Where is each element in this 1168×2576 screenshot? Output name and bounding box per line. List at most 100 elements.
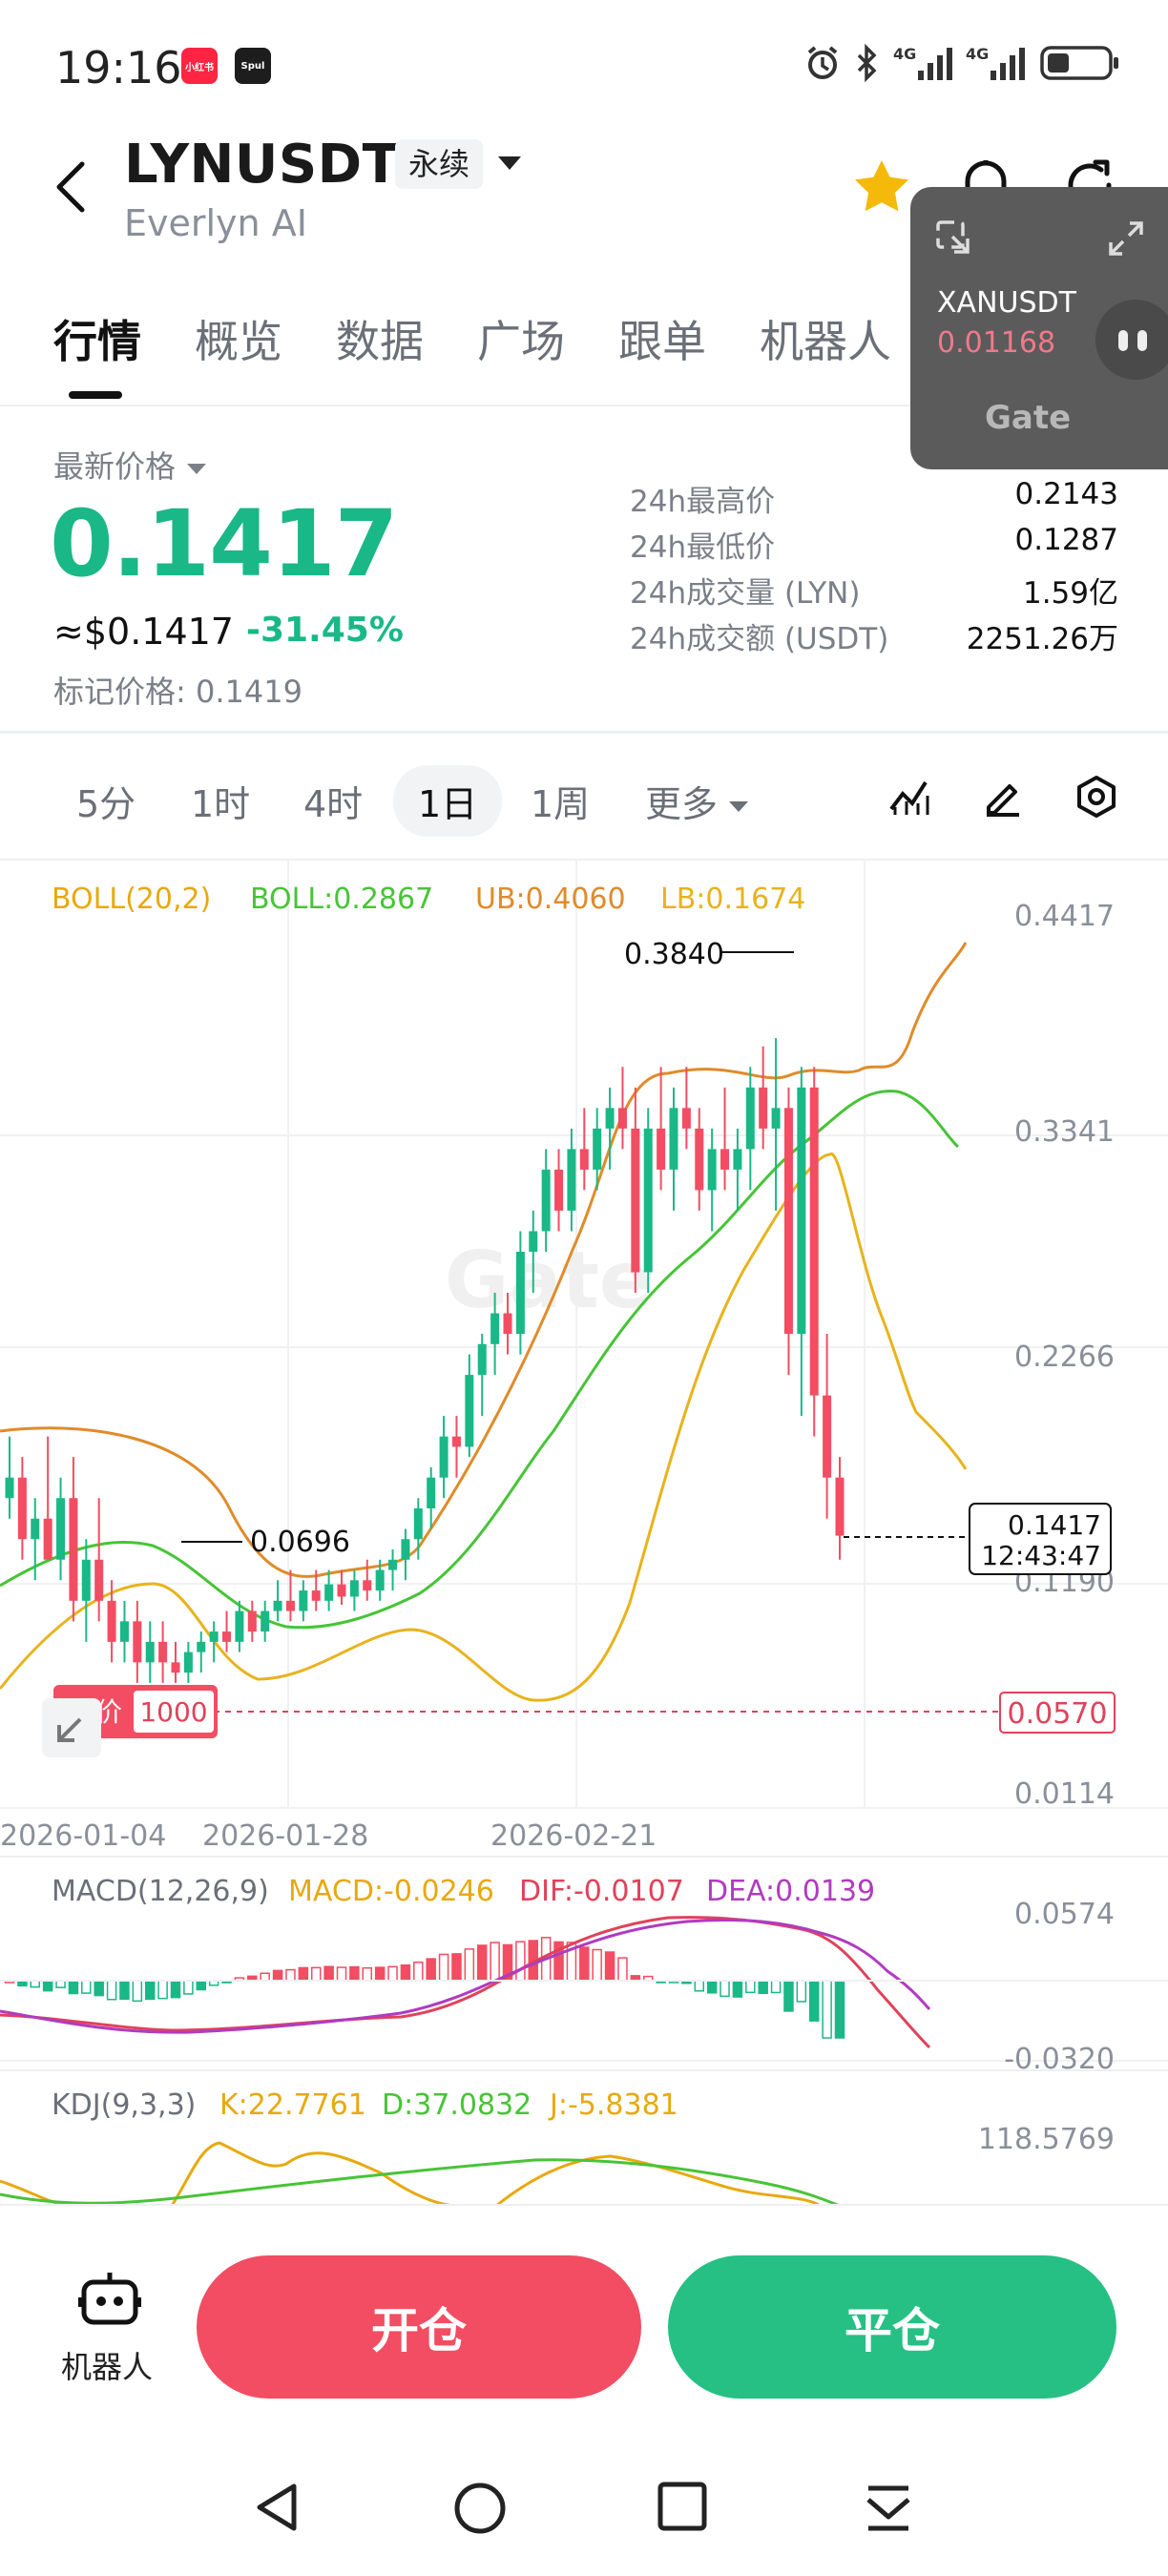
expand-icon[interactable]: [1107, 219, 1145, 258]
candle-body: [183, 1652, 193, 1673]
stats-panel: 24h最高价 0.2143 24h最低价 0.1287 24h成交量 (LYN) 1.…: [630, 477, 1118, 660]
status-icons: 4G 4G: [803, 44, 1120, 82]
svg-text:BOLL(20,2): BOLL(20,2): [52, 883, 211, 916]
nav-home-icon[interactable]: [452, 2481, 508, 2536]
y-axis-label: 0.0114: [1014, 1777, 1115, 1811]
stat-row: 24h成交额 (USDT) 2251.26万: [630, 622, 1118, 656]
candle-body: [31, 1518, 40, 1540]
candle-body: [107, 1600, 116, 1642]
robot-icon[interactable]: [78, 2269, 141, 2326]
interval-1h[interactable]: 1时: [191, 783, 251, 825]
macd-bar: [362, 1966, 373, 1982]
kline-chart-svg[interactable]: Gate BOLL(20,2) BOLL:0.2867 UB:0.4060 LB…: [0, 859, 1168, 2208]
nav-back-icon[interactable]: [252, 2481, 300, 2534]
candle-body: [631, 1128, 640, 1273]
tab-square[interactable]: 广场: [477, 316, 565, 367]
interval-4h[interactable]: 4时: [303, 783, 364, 825]
macd-histogram: [4, 1937, 845, 2039]
bot-nav-label[interactable]: 机器人: [61, 2349, 154, 2385]
open-position-button[interactable]: 开仓: [197, 2255, 641, 2399]
mini-widget-symbol: XANUSDT: [937, 286, 1076, 320]
favorite-star-icon[interactable]: [851, 156, 912, 218]
candle-body: [363, 1580, 372, 1591]
macd-bar: [260, 1972, 270, 1982]
limit-order-qty: 1000: [139, 1696, 207, 1728]
app-badge-xiaohongshu: 小红书: [181, 48, 218, 84]
boll-label: BOLL(20,2): [52, 883, 211, 916]
boll-upper-band: [0, 942, 968, 1578]
contract-dropdown-icon[interactable]: [498, 156, 521, 170]
macd-value: MACD:-0.0246: [288, 1875, 494, 1908]
kline-chart[interactable]: Gate BOLL(20,2) BOLL:0.2867 UB:0.4060 LB…: [0, 859, 1168, 2208]
candle-body: [515, 1251, 525, 1335]
macd-bar: [604, 1951, 615, 1982]
tab-bot[interactable]: 机器人: [760, 316, 891, 367]
candle-body: [388, 1559, 398, 1570]
battery-icon: [1040, 46, 1118, 80]
candle-body: [56, 1498, 66, 1560]
contract-type-badge[interactable]: 永续: [395, 139, 484, 189]
candle-body: [695, 1128, 704, 1191]
candle-body: [529, 1231, 538, 1252]
x-axis-label: 2026-01-28: [202, 1819, 368, 1853]
minimize-window-icon[interactable]: [935, 219, 973, 258]
candle-body: [579, 1149, 589, 1170]
macd-bar: [94, 1980, 104, 1997]
candlestick-series: [5, 1038, 845, 1683]
limit-price-value: 0.0570: [1008, 1697, 1108, 1731]
interval-more[interactable]: 更多: [645, 775, 749, 827]
tab-overview[interactable]: 概览: [195, 316, 282, 367]
pair-title[interactable]: LYNUSDT: [124, 134, 400, 196]
candle-body: [643, 1128, 653, 1273]
candle-body: [5, 1477, 14, 1499]
candle-body: [835, 1477, 845, 1536]
floating-price-widget[interactable]: XANUSDT 0.01168 Gate: [910, 187, 1168, 469]
candle-body: [720, 1149, 730, 1170]
interval-5m[interactable]: 5分: [76, 783, 136, 825]
status-time: 19:16: [55, 42, 182, 93]
macd-bar: [438, 1953, 449, 1982]
macd-bar: [81, 1980, 92, 1994]
latest-price-label[interactable]: 最新价格: [53, 443, 207, 487]
candle-body: [451, 1436, 461, 1447]
macd-bar: [132, 1980, 143, 2003]
mini-widget-price: 0.01168: [937, 326, 1056, 360]
macd-bar: [515, 1941, 526, 1982]
back-icon[interactable]: [50, 158, 94, 216]
settings-icon[interactable]: [1074, 775, 1118, 819]
candle-body: [490, 1313, 500, 1344]
active-tab-indicator: [69, 391, 122, 399]
macd-bar: [426, 1958, 436, 1982]
boll-middle-band: [0, 1090, 960, 1630]
interval-1w[interactable]: 1周: [531, 783, 591, 825]
y-axis-label: 0.3341: [1014, 1115, 1115, 1149]
macd-bar: [745, 1980, 756, 1994]
nav-recents-icon[interactable]: [657, 2481, 708, 2532]
candle-body: [783, 1108, 793, 1335]
collapse-chart-icon[interactable]: [42, 1698, 101, 1757]
boll-mid-label: BOLL:0.2867: [250, 883, 433, 916]
nav-dropdown-icon[interactable]: [863, 2481, 914, 2536]
signal-4g-icon: 4G: [966, 45, 1025, 80]
macd-bar: [617, 1957, 628, 1982]
candle-body: [401, 1539, 410, 1560]
candle-body: [81, 1559, 91, 1601]
close-position-button[interactable]: 平仓: [668, 2255, 1116, 2399]
candle-body: [745, 1087, 755, 1150]
macd-bar: [400, 1963, 411, 1982]
x-axis-label: 2026-01-04: [0, 1819, 166, 1853]
tab-market[interactable]: 行情: [53, 316, 141, 367]
kdj-top-label: 118.5769: [978, 2123, 1115, 2156]
tab-data[interactable]: 数据: [336, 316, 424, 367]
draw-icon[interactable]: [981, 775, 1025, 819]
macd-bar: [310, 1966, 322, 1982]
candle-body: [617, 1108, 627, 1129]
limit-price-tag: [999, 1692, 1116, 1734]
interval-bar: 5分 1时 4时 1日 1周 更多: [0, 758, 1168, 841]
interval-1d[interactable]: 1日: [393, 765, 503, 837]
indicator-icon[interactable]: [887, 775, 931, 819]
stat-row: 24h最高价 0.2143: [630, 477, 1118, 519]
macd-label: MACD(12,26,9): [52, 1875, 269, 1908]
candle-body: [554, 1169, 564, 1211]
tab-copy-trade[interactable]: 跟单: [618, 316, 706, 367]
